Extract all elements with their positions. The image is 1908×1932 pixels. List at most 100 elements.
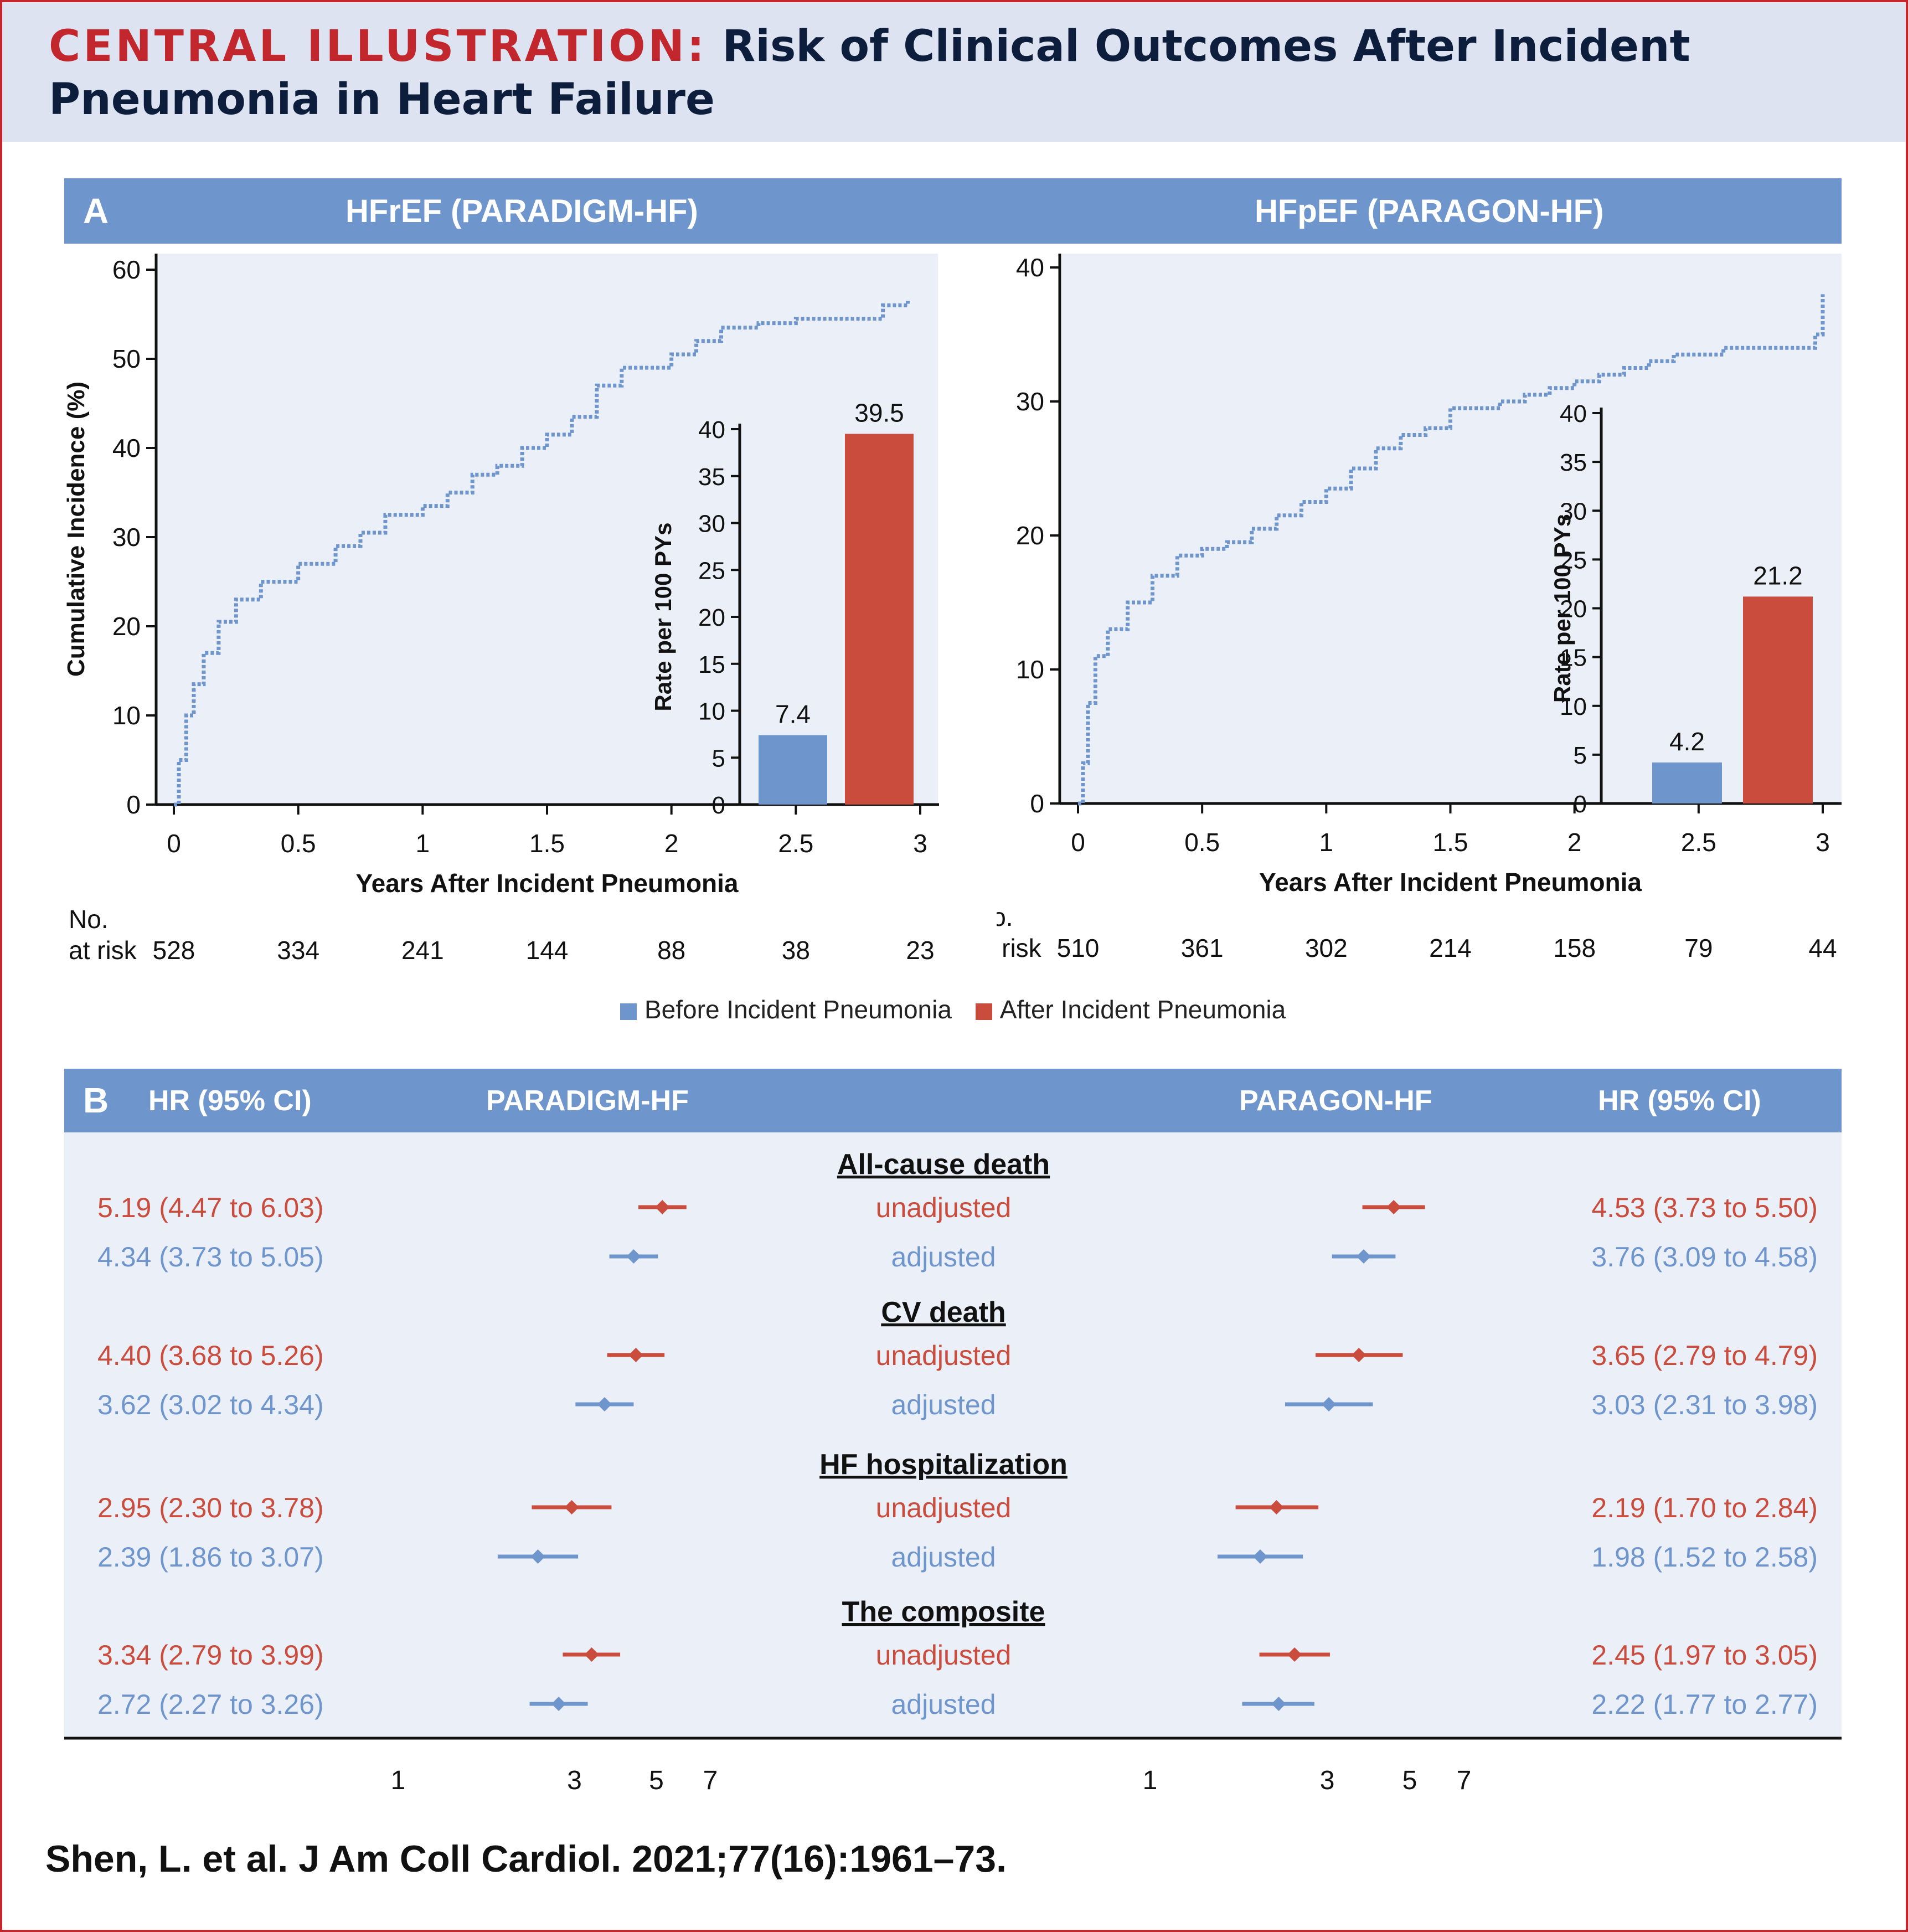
paragon-hr-unadjusted: 3.65 (2.79 to 4.79) (1591, 1340, 1818, 1371)
row-label-unadjusted: unadjusted (876, 1640, 1012, 1671)
hfref-at-risk-value: 88 (657, 936, 685, 965)
paradigm-hr-adjusted: 2.39 (1.86 to 3.07) (97, 1542, 324, 1573)
title-band (2, 2, 1906, 142)
legend-label-before: Before Incident Pneumonia (644, 995, 952, 1024)
row-label-adjusted: adjusted (891, 1241, 996, 1272)
row-label-unadjusted: unadjusted (876, 1492, 1012, 1523)
paragon-hr-point (1271, 1697, 1286, 1711)
legend-swatch-after (975, 1003, 992, 1020)
hfref-y-tick-label: 30 (112, 523, 141, 552)
paradigm-x-tick-label: 7 (703, 1766, 718, 1795)
hfref-inset-y-tick-label: 10 (698, 698, 725, 725)
paradigm-x-tick-label: 5 (649, 1766, 664, 1795)
row-label-adjusted: adjusted (891, 1689, 996, 1720)
hfpef-bar-value-label: 4.2 (1669, 727, 1705, 756)
row-label-unadjusted: unadjusted (876, 1192, 1012, 1223)
paragon-hr-unadjusted: 2.19 (1.70 to 2.84) (1591, 1492, 1818, 1523)
hfpef-x-tick-label: 1.5 (1433, 828, 1468, 857)
paragon-hr-unadjusted: 4.53 (3.73 to 5.50) (1591, 1192, 1818, 1223)
hfref-x-tick-label: 0 (167, 829, 181, 858)
paradigm-hr-unadjusted: 4.40 (3.68 to 5.26) (97, 1340, 324, 1371)
hfref-inset-y-tick-label: 40 (698, 416, 725, 444)
hfpef-at-risk-label: at risk (997, 934, 1042, 962)
legend-label-after: After Incident Pneumonia (999, 995, 1286, 1024)
hfpef-bar-before (1652, 762, 1722, 803)
hfref-y-tick-label: 0 (126, 790, 141, 819)
paradigm-hr-point (655, 1200, 670, 1214)
paragon-hr-adjusted: 2.22 (1.77 to 2.77) (1591, 1689, 1818, 1720)
hfpef-chart-title: HFpEF (PARAGON-HF) (1255, 193, 1604, 229)
paragon-hr-adjusted: 3.76 (3.09 to 4.58) (1591, 1241, 1818, 1272)
paragon-hr-point (1253, 1549, 1268, 1564)
paragon-hr-point (1269, 1500, 1284, 1514)
hfref-x-tick-label: 2.5 (778, 829, 813, 858)
hfref-at-risk-value: 38 (782, 936, 810, 965)
row-label-adjusted: adjusted (891, 1542, 996, 1573)
outcome-header: HF hospitalization (819, 1449, 1068, 1481)
hfref-at-risk-value: 528 (153, 936, 195, 965)
paradigm-hr-unadjusted: 2.95 (2.30 to 3.78) (97, 1492, 324, 1523)
hfpef-x-axis-label: Years After Incident Pneumonia (1259, 868, 1642, 897)
hfpef-y-tick-label: 20 (1016, 521, 1044, 550)
paragon-hr-point (1386, 1200, 1401, 1214)
hfpef-at-risk-value: 44 (1808, 934, 1837, 962)
right-hr-header: HR (95% CI) (1598, 1085, 1761, 1117)
hfref-at-risk-value: 334 (277, 936, 319, 965)
hfref-bar-value-label: 7.4 (775, 700, 811, 729)
citation: Shen, L. et al. J Am Coll Cardiol. 2021;… (45, 1838, 1007, 1880)
hfpef-plot-background (1062, 254, 1842, 803)
paragon-hr-point (1322, 1397, 1337, 1411)
paradigm-hr-adjusted: 4.34 (3.73 to 5.05) (97, 1241, 324, 1272)
paragon-hr-adjusted: 1.98 (1.52 to 2.58) (1591, 1542, 1818, 1573)
hfpef-inset-y-tick-label: 20 (1560, 596, 1587, 623)
legend: Before Incident Pneumonia After Incident… (620, 995, 1286, 1024)
legend-item-before: Before Incident Pneumonia (620, 995, 952, 1024)
hfref-at-risk-value: 241 (401, 936, 444, 965)
paragon-hr-unadjusted: 2.45 (1.97 to 3.05) (1591, 1640, 1818, 1671)
hfpef-x-tick-label: 0.5 (1184, 828, 1220, 857)
paradigm-hr-unadjusted: 3.34 (2.79 to 3.99) (97, 1640, 324, 1671)
paradigm-hr-adjusted: 2.72 (2.27 to 3.26) (97, 1689, 324, 1720)
hfref-at-risk-label-no: No. (69, 905, 109, 934)
hfref-x-tick-label: 1.5 (529, 829, 565, 858)
hfref-bar-before (759, 735, 827, 805)
hfref-y-tick-label: 20 (112, 612, 141, 641)
paragon-x-tick-label: 1 (1143, 1766, 1158, 1795)
hfref-inset-y-tick-label: 25 (698, 557, 725, 584)
hfpef-y-tick-label: 10 (1016, 655, 1044, 684)
paradigm-hr-point (584, 1647, 599, 1662)
panel-a-letter: A (83, 191, 109, 231)
hfpef-inset-y-tick-label: 30 (1560, 498, 1587, 525)
hfref-bar-value-label: 39.5 (854, 398, 904, 427)
forest-plot: All-cause death 5.19 (4.47 to 6.03) unadju… (64, 1148, 1842, 1795)
hfpef-inset-y-tick-label: 15 (1560, 645, 1587, 672)
paradigm-hr-adjusted: 3.62 (3.02 to 4.34) (97, 1389, 324, 1420)
hfpef-at-risk-value: 79 (1684, 934, 1713, 962)
hfref-chart-title: HFrEF (PARADIGM-HF) (345, 193, 698, 229)
left-trial-header: PARADIGM-HF (486, 1085, 689, 1117)
hfref-inset-y-tick-label: 35 (698, 463, 725, 491)
right-trial-header: PARAGON-HF (1239, 1085, 1432, 1117)
hfref-x-tick-label: 3 (913, 829, 927, 858)
paradigm-hr-point (564, 1500, 579, 1514)
paradigm-hr-point (626, 1249, 641, 1264)
paradigm-x-tick-label: 3 (567, 1766, 582, 1795)
title-lead: CENTRAL ILLUSTRATION: (49, 22, 708, 71)
hfpef-x-tick-label: 0 (1071, 828, 1085, 857)
hfref-at-risk-value: 23 (906, 936, 934, 965)
hfref-at-risk-label: at risk (69, 936, 137, 965)
hfref-y-tick-label: 40 (112, 434, 141, 462)
hfpef-inset-y-axis-label: Rate per 100 PYs (1549, 514, 1575, 703)
hfref-y-tick-label: 60 (112, 255, 141, 284)
panel-b-header: B HR (95% CI) PARADIGM-HF PARAGON-HF HR … (64, 1069, 1842, 1132)
hfref-inset-y-tick-label: 20 (698, 604, 725, 631)
hfpef-at-risk-value: 510 (1057, 934, 1100, 962)
hfref-x-tick-label: 2 (664, 829, 679, 858)
outcome-header: CV death (881, 1296, 1005, 1328)
hfpef-at-risk-value: 158 (1553, 934, 1596, 962)
row-label-adjusted: adjusted (891, 1389, 996, 1420)
paragon-hr-point (1287, 1647, 1302, 1662)
hfpef-bar-after (1743, 596, 1813, 803)
panel-b-letter: B (83, 1080, 109, 1120)
